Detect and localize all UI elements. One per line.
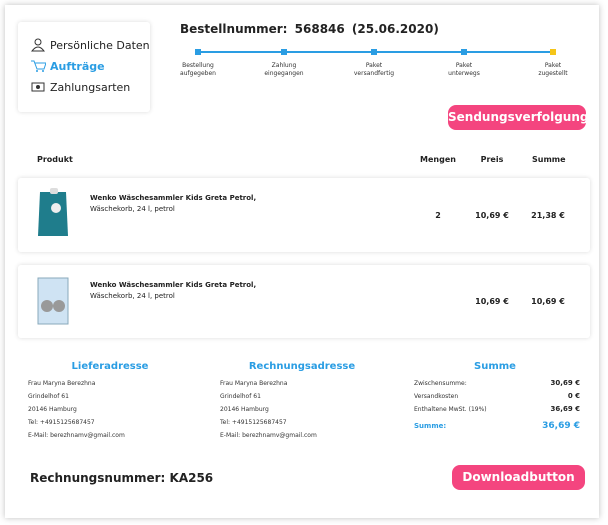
- sum: 21,38 €: [531, 211, 565, 220]
- address-line: Tel: +4915125687457: [220, 419, 287, 426]
- step-label: Bestellung: [182, 62, 214, 69]
- summary-value: 36,69 €: [542, 421, 580, 431]
- summary-label: Summe:: [414, 422, 447, 430]
- step-label: unterwegs: [448, 70, 480, 77]
- product-row: [18, 178, 590, 252]
- step-label: Paket: [455, 62, 473, 69]
- summary-title: Summe: [474, 361, 516, 372]
- order-title: Bestellnummer: 568846 (25.06.2020): [180, 22, 439, 36]
- product-desc: Wäschekorb, 24 l, petrol: [90, 205, 175, 213]
- quantity: 2: [435, 211, 441, 220]
- step-label: versandfertig: [353, 70, 395, 77]
- nav-icons: [30, 38, 46, 92]
- address-line: 20146 Hamburg: [28, 406, 77, 413]
- header-product: Produkt: [37, 155, 73, 164]
- step-label: Paket: [544, 62, 562, 69]
- product-row: [18, 265, 590, 338]
- step-label: Paket: [365, 62, 383, 69]
- header-sum: Summe: [532, 155, 566, 164]
- nav-item[interactable]: Persönliche Daten: [50, 39, 150, 52]
- header-price: Preis: [480, 155, 504, 164]
- step-label: aufgegeben: [180, 70, 216, 77]
- product-image: [37, 277, 69, 325]
- address-line: Grindelhof 61: [220, 393, 261, 400]
- header-quantity: Mengen: [420, 155, 456, 164]
- address-line: Tel: +4915125687457: [28, 419, 95, 426]
- summary-label: Versandkosten: [414, 393, 459, 400]
- price: 10,69 €: [475, 297, 509, 306]
- step-label: Zahlung: [271, 62, 297, 69]
- product-name: Wenko Wäschesammler Kids Greta Petrol,: [90, 281, 257, 289]
- billing-title: Rechnungsadresse: [248, 361, 356, 372]
- address-line: E-Mail: berezhnamv@gmail.com: [28, 432, 125, 439]
- address-line: Grindelhof 61: [28, 393, 69, 400]
- nav-box: [18, 22, 150, 112]
- sum: 10,69 €: [531, 297, 565, 306]
- address-line: Frau Maryna Berezhna: [28, 380, 96, 387]
- address-line: 20146 Hamburg: [220, 406, 269, 413]
- nav-item[interactable]: Zahlungsarten: [50, 81, 131, 94]
- summary-value: 0 €: [567, 392, 580, 400]
- progress-bar: [195, 49, 556, 55]
- product-desc: Wäschekorb, 24 l, petrol: [90, 292, 175, 300]
- step-label: zugestellt: [538, 70, 568, 77]
- delivery-title: Lieferadresse: [71, 361, 149, 372]
- summary-value: 36,69 €: [550, 405, 580, 413]
- address-line: E-Mail: berezhnamv@gmail.com: [220, 432, 317, 439]
- invoice-number: Rechnungsnummer: KA256: [30, 471, 214, 485]
- summary-value: 30,69 €: [550, 379, 580, 387]
- step-label: eingegangen: [264, 70, 304, 77]
- product-name: Wenko Wäschesammler Kids Greta Petrol,: [90, 194, 257, 202]
- summary-label: Enthaltene MwSt. (19%): [414, 406, 487, 413]
- product-image: [38, 188, 68, 236]
- tracking-button[interactable]: Sendungsverfolgung: [448, 105, 588, 130]
- nav-item-active[interactable]: Aufträge: [50, 60, 105, 73]
- summary-label: Zwischensumme:: [414, 380, 467, 387]
- address-line: Frau Maryna Berezhna: [220, 380, 288, 387]
- download-button[interactable]: Downloadbutton: [452, 465, 585, 490]
- price: 10,69 €: [475, 211, 509, 220]
